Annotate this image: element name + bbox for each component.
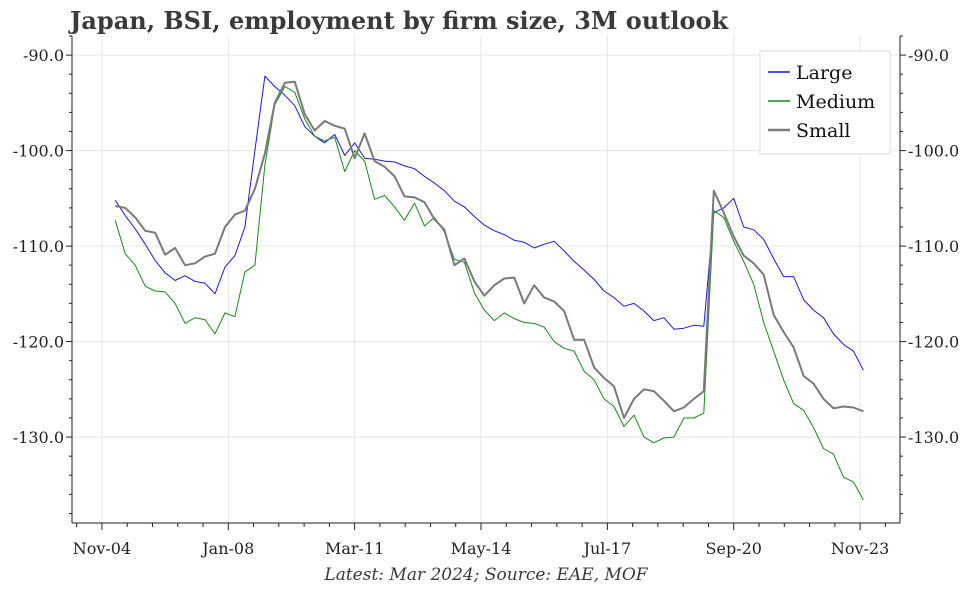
legend-box xyxy=(759,50,891,155)
y-tick-label-left: -100.0 xyxy=(13,142,64,161)
axes: -90.0 -90.0 -100.0 -100.0 -110.0 -110.0 -120.0… xyxy=(13,35,959,558)
x-tick-label: Nov-23 xyxy=(831,539,889,558)
y-tick-label-left: -90.0 xyxy=(23,46,64,65)
series-lines xyxy=(114,75,864,501)
series-line-small xyxy=(115,80,864,419)
x-tick-label: May-14 xyxy=(451,539,512,558)
y-tick-label-left: -120.0 xyxy=(13,333,64,352)
y-tick-label-left: -110.0 xyxy=(13,237,64,256)
chart-caption: Latest: Mar 2024; Source: EAE, MOF xyxy=(324,565,648,585)
x-tick-label: Jul-17 xyxy=(582,539,632,558)
x-tick-label: Mar-11 xyxy=(325,539,384,558)
y-tick-label-left: -130.0 xyxy=(13,428,64,447)
y-tick-label-right: -120.0 xyxy=(908,333,959,352)
legend-label-medium: Medium xyxy=(796,91,875,113)
chart-title: Japan, BSI, employment by firm size, 3M … xyxy=(70,6,729,35)
y-tick-label-right: -130.0 xyxy=(908,428,959,447)
y-tick-label-right: -90.0 xyxy=(908,46,949,65)
y-tick-label-right: -100.0 xyxy=(908,142,959,161)
legend-label-small: Small xyxy=(796,120,851,142)
y-tick-label-right: -110.0 xyxy=(908,237,959,256)
legend-label-large: Large xyxy=(796,62,852,84)
legend: Large Medium Small xyxy=(759,50,891,155)
x-tick-label: Jan-08 xyxy=(200,539,254,558)
series-line-large xyxy=(114,75,864,371)
x-tick-label: Sep-20 xyxy=(706,539,762,558)
grid-lines xyxy=(72,36,900,523)
series-line-medium xyxy=(114,86,864,501)
x-tick-label: Nov-04 xyxy=(73,539,131,558)
